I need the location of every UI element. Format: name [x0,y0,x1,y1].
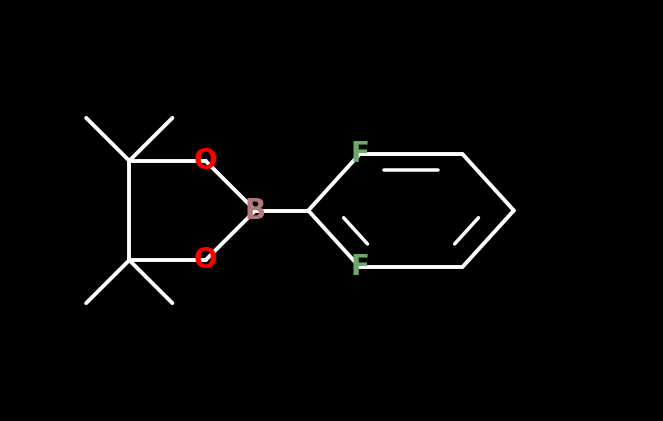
Text: O: O [194,246,217,274]
Text: F: F [350,253,369,281]
Text: O: O [194,147,217,175]
Text: B: B [245,197,266,224]
Text: F: F [350,140,369,168]
